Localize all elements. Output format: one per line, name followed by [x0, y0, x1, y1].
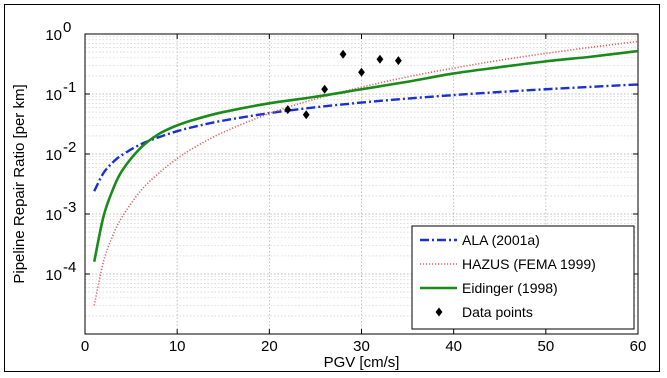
y-tick-label: 10 -4	[45, 259, 76, 284]
x-axis-label: PGV [cm/s]	[324, 354, 400, 371]
y-tick-label-base: 10	[45, 27, 62, 44]
series-layer	[92, 40, 639, 306]
legend-box	[411, 225, 635, 330]
y-tick-label-exponent: -2	[63, 139, 76, 156]
y-tick-label: 10 -3	[45, 199, 76, 224]
y-axis-label: Pipeline Repair Ratio [per km]	[11, 84, 28, 283]
y-tick-label-base: 10	[45, 147, 62, 164]
data-point	[358, 67, 365, 77]
legend-label-hazus-fema-1999: HAZUS (FEMA 1999)	[462, 256, 596, 272]
data-point	[302, 110, 310, 120]
x-tick-label: 0	[81, 338, 89, 355]
x-tick-label: 60	[630, 338, 647, 355]
data-point	[321, 84, 329, 94]
y-tick-label-exponent: -3	[63, 199, 76, 216]
y-tick-label: 10 -2	[45, 139, 76, 164]
x-tick-label: 10	[169, 338, 186, 355]
x-tick-label: 40	[445, 338, 462, 355]
y-tick-label: 10 0	[45, 19, 71, 44]
y-tick-label-base: 10	[45, 207, 62, 224]
series-data-points	[284, 49, 402, 120]
y-tick-label-exponent: -1	[63, 79, 76, 96]
series-line-ala-2001a	[93, 83, 639, 192]
series-line-eidinger-1998	[92, 49, 639, 263]
legend-label-ala-2001a: ALA (2001a)	[462, 232, 540, 248]
x-tick-label: 20	[261, 338, 278, 355]
legend: ALA (2001a) HAZUS (FEMA 1999) Eidinger (19…	[411, 225, 635, 330]
data-point	[376, 54, 384, 64]
y-tick-label-exponent: -4	[63, 259, 76, 276]
x-tick-label: 50	[537, 338, 554, 355]
series-line-hazus-fema-1999	[93, 40, 639, 306]
y-tick-label-exponent: 0	[63, 19, 71, 36]
x-tick-label: 30	[353, 338, 370, 355]
data-point	[394, 56, 402, 66]
data-point	[284, 105, 292, 115]
data-point	[339, 49, 347, 59]
legend-label-data-points: Data points	[462, 304, 533, 320]
legend-marker-data-points	[435, 307, 443, 317]
x-tick-labels: 0 10 20 30 40 50 60	[81, 338, 647, 355]
legend-label-eidinger-1998: Eidinger (1998)	[462, 280, 558, 296]
y-tick-label-base: 10	[45, 267, 62, 284]
y-tick-label: 10 -1	[45, 79, 76, 104]
y-tick-label-base: 10	[45, 87, 62, 104]
